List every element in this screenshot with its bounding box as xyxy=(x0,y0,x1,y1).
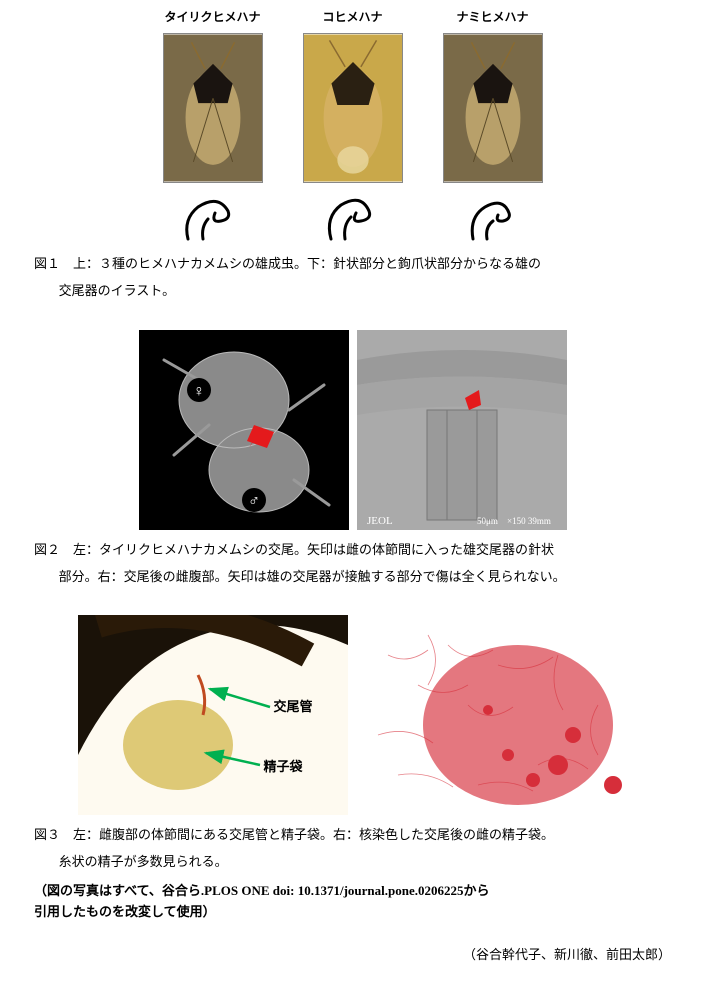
fig1-caption-line1: 図１ 上：３種のヒメハナカメムシの雄成虫。下：針状部分と鉤爪状部分からなる雄の xyxy=(30,248,675,275)
fig2-caption-line1: 図２ 左：タイリクヒメハナカメムシの交尾。矢印は雌の体節間に入った雄交尾器の針状 xyxy=(30,534,675,561)
bug-photo xyxy=(163,33,263,183)
fig3-caption-line2: 糸状の精子が多数見られる。 xyxy=(30,846,675,873)
svg-text:♀: ♀ xyxy=(193,383,205,400)
svg-text:×150 39mm: ×150 39mm xyxy=(507,516,551,526)
fig3-left-micro: 交尾管 精子袋 xyxy=(78,615,348,815)
bug-photo xyxy=(443,33,543,183)
fig2-right-sem: JEOL 50μm ×150 39mm xyxy=(357,330,567,530)
fig1-caption-line2: 交尾器のイラスト。 xyxy=(30,275,675,302)
genitalia-drawing xyxy=(453,189,533,244)
species-col-1: コヒメハナ xyxy=(298,8,408,244)
svg-text:50μm: 50μm xyxy=(477,516,498,526)
bug-photo xyxy=(303,33,403,183)
annot-sac: 精子袋 xyxy=(264,757,303,778)
citation-line2: 引用したものを改変して使用） xyxy=(30,902,675,923)
fig2-left-sem: ♀ ♂ xyxy=(139,330,349,530)
genitalia-drawing xyxy=(173,189,253,244)
figure-1: タイリクヒメハナ コヒメハナ xyxy=(30,8,675,302)
figure-3: 交尾管 精子袋 図３ 左：雌腹部の体節間にある交尾管 xyxy=(30,615,675,922)
species-label: タイリクヒメハナ xyxy=(164,8,260,27)
annot-tube: 交尾管 xyxy=(274,697,313,718)
fig3-caption-line1: 図３ 左：雌腹部の体節間にある交尾管と精子袋。右：核染色した交尾後の雌の精子袋。 xyxy=(30,819,675,846)
species-col-2: ナミヒメハナ xyxy=(438,8,548,244)
fig1-species-row: タイリクヒメハナ コヒメハナ xyxy=(30,8,675,244)
citation-line1: （図の写真はすべて、谷合ら.PLOS ONE doi: 10.1371/jour… xyxy=(30,873,675,902)
genitalia-drawing xyxy=(313,189,393,244)
fig3-right-micro xyxy=(358,615,628,815)
svg-text:JEOL: JEOL xyxy=(367,515,393,527)
fig2-caption-line2: 部分。右：交尾後の雌腹部。矢印は雄の交尾器が接触する部分で傷は全く見られない。 xyxy=(30,561,675,588)
author-credits: （谷合幹代子、新川徹、前田太郎） xyxy=(30,931,675,966)
species-label: コヒメハナ xyxy=(322,8,382,27)
fig2-image-row: ♀ ♂ JEOL 50μm ×150 39mm xyxy=(30,330,675,530)
svg-text:♂: ♂ xyxy=(248,493,260,510)
fig3-image-row: 交尾管 精子袋 xyxy=(30,615,675,815)
species-col-0: タイリクヒメハナ xyxy=(158,8,268,244)
species-label: ナミヒメハナ xyxy=(456,8,528,27)
figure-2: ♀ ♂ JEOL 50μm ×150 39mm 図２ 左：タイリクヒメハナカメム… xyxy=(30,330,675,588)
